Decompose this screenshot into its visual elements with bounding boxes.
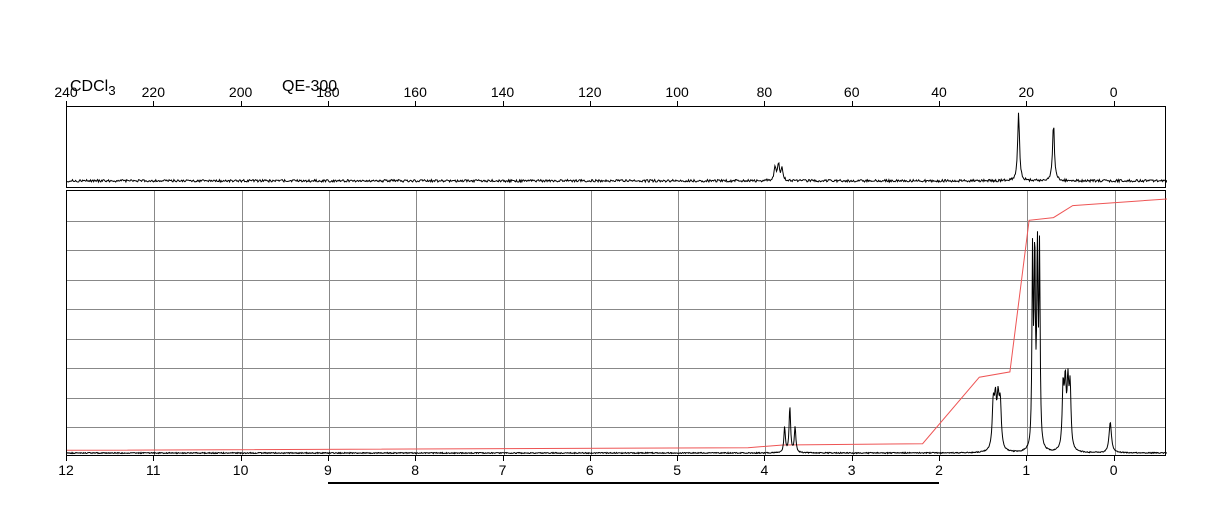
h1-tick-mark <box>590 456 591 461</box>
c13-tick-label: 160 <box>404 84 427 100</box>
h1-spectrum-panel <box>66 190 1166 456</box>
h1-tick-label: 5 <box>673 462 681 478</box>
baseline-underline <box>328 482 939 484</box>
h1-tick-mark <box>503 456 504 461</box>
h1-spectrum-trace <box>67 191 1167 457</box>
h1-tick-label: 0 <box>1110 462 1118 478</box>
c13-spectrum-trace <box>67 107 1167 189</box>
h1-trace-path <box>67 231 1167 453</box>
c13-tick-label: 60 <box>844 84 860 100</box>
c13-tick-label: 80 <box>757 84 773 100</box>
h1-tick-mark <box>153 456 154 461</box>
solvent-subscript: 3 <box>108 83 115 98</box>
h1-tick-label: 3 <box>848 462 856 478</box>
h1-tick-mark <box>677 456 678 461</box>
h1-tick-mark <box>1114 456 1115 461</box>
c13-trace-path <box>67 113 1167 182</box>
c13-tick-label: 240 <box>54 84 77 100</box>
h1-tick-label: 7 <box>499 462 507 478</box>
c13-tick-label: 120 <box>578 84 601 100</box>
c13-tick-label: 220 <box>142 84 165 100</box>
h1-tick-mark <box>241 456 242 461</box>
h1-tick-mark <box>66 456 67 461</box>
c13-tick-label: 200 <box>229 84 252 100</box>
c13-tick-label: 100 <box>665 84 688 100</box>
c13-tick-label: 40 <box>931 84 947 100</box>
h1-tick-label: 10 <box>233 462 249 478</box>
c13-spectrum-panel <box>66 106 1166 188</box>
h1-tick-label: 4 <box>761 462 769 478</box>
nmr-figure: CDCl3 QE-300 240220200180160140120100806… <box>0 0 1224 528</box>
h1-tick-mark <box>415 456 416 461</box>
c13-tick-label: 20 <box>1019 84 1035 100</box>
h1-tick-label: 1 <box>1022 462 1030 478</box>
h1-tick-label: 8 <box>411 462 419 478</box>
c13-tick-label: 180 <box>316 84 339 100</box>
h1-tick-mark <box>328 456 329 461</box>
h1-tick-mark <box>939 456 940 461</box>
c13-tick-label: 140 <box>491 84 514 100</box>
h1-integral-path <box>67 199 1167 450</box>
h1-tick-mark <box>764 456 765 461</box>
h1-tick-label: 2 <box>935 462 943 478</box>
h1-tick-label: 6 <box>586 462 594 478</box>
h1-tick-label: 9 <box>324 462 332 478</box>
h1-tick-label: 11 <box>146 462 161 478</box>
c13-tick-label: 0 <box>1110 84 1118 100</box>
h1-tick-label: 12 <box>58 462 74 478</box>
h1-tick-mark <box>1026 456 1027 461</box>
h1-tick-mark <box>852 456 853 461</box>
